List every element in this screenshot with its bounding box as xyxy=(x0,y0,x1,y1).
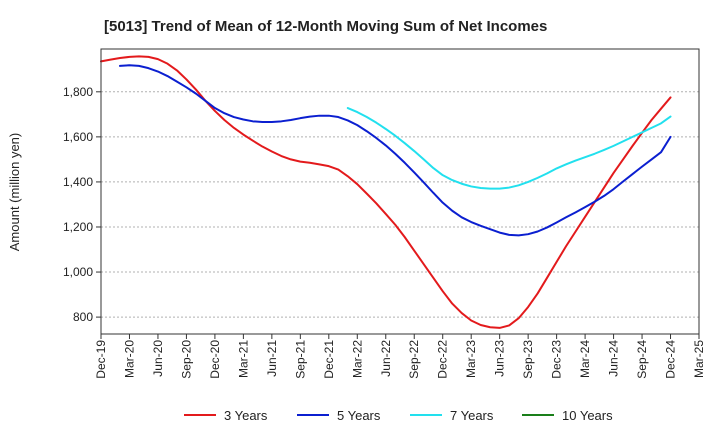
y-tick-label: 1,000 xyxy=(63,265,93,279)
y-axis-label: Amount (million yen) xyxy=(7,133,22,252)
y-tick-label: 1,600 xyxy=(63,130,93,144)
gridlines xyxy=(101,91,699,318)
x-tick-label: Mar-25 xyxy=(692,340,706,378)
x-tick-label: Mar-21 xyxy=(236,340,250,378)
x-tick-label: Sep-24 xyxy=(635,340,649,379)
y-tick-label: 800 xyxy=(73,310,93,324)
x-tick-label: Sep-23 xyxy=(521,340,535,379)
x-tick-label: Jun-21 xyxy=(265,340,279,377)
legend-label-3-years: 3 Years xyxy=(224,408,268,423)
legend-label-7-years: 7 Years xyxy=(450,408,494,423)
x-tick-label: Sep-20 xyxy=(179,340,193,379)
x-tick-label: Sep-22 xyxy=(407,340,421,379)
x-tick-label: Mar-23 xyxy=(464,340,478,378)
series-line-7-years xyxy=(346,107,672,190)
legend-label-10-years: 10 Years xyxy=(562,408,613,423)
axes: 800 1,000 1,200 1,400 1,600 1,800 Dec-19 Mar-20… xyxy=(63,48,706,379)
y-tick-label: 1,400 xyxy=(63,175,93,189)
x-tick-label: Jun-24 xyxy=(607,340,621,377)
x-tick-label: Jun-22 xyxy=(379,340,393,377)
x-tick-label: Dec-24 xyxy=(664,340,678,379)
series-line-3-years xyxy=(100,55,672,329)
x-tick-label: Mar-24 xyxy=(578,340,592,378)
x-tick-label: Mar-20 xyxy=(122,340,136,378)
y-tick-label: 1,800 xyxy=(63,85,93,99)
x-tick-label: Jun-20 xyxy=(151,340,165,377)
series-line-5-years xyxy=(118,64,672,237)
x-tick-label: Dec-19 xyxy=(94,340,108,379)
x-tick-label: Mar-22 xyxy=(350,340,364,378)
x-tick-label: Sep-21 xyxy=(293,340,307,379)
y-tick-label: 1,200 xyxy=(63,220,93,234)
x-tick-label: Dec-20 xyxy=(208,340,222,379)
series-lines xyxy=(100,55,672,329)
legend-label-5-years: 5 Years xyxy=(337,408,381,423)
x-tick-label: Dec-22 xyxy=(436,340,450,379)
x-tick-label: Dec-23 xyxy=(550,340,564,379)
x-tick-label: Jun-23 xyxy=(493,340,507,377)
legend: 3 Years 5 Years 7 Years 10 Years xyxy=(184,408,613,423)
x-tick-label: Dec-21 xyxy=(322,340,336,379)
plot-frame xyxy=(100,48,700,335)
chart-title: [5013] Trend of Mean of 12-Month Moving … xyxy=(104,18,547,35)
